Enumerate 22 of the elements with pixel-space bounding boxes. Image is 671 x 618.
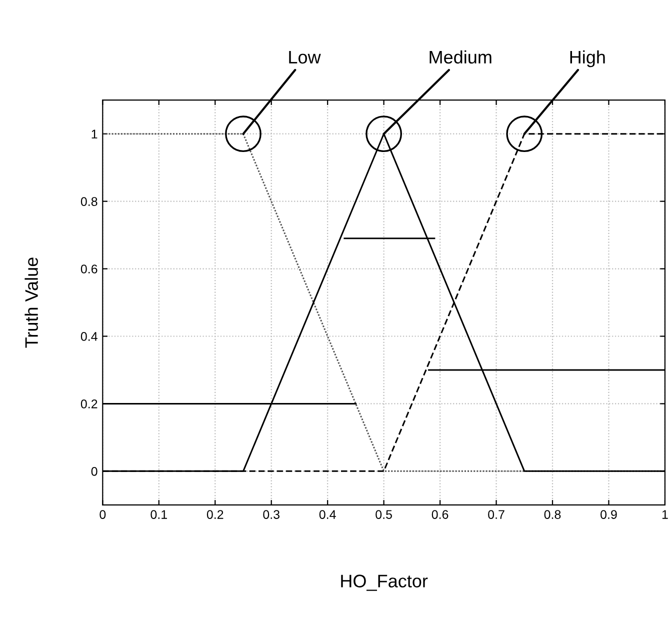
y-tick-label: 0.2	[80, 400, 98, 408]
x-tick-label: 0	[100, 510, 106, 519]
x-tick-label: 0.9	[600, 510, 617, 519]
y-tick-label: 1	[92, 130, 98, 138]
x-tick-label: 0.7	[488, 510, 504, 519]
y-tick-label: 0.8	[80, 197, 98, 206]
annotation: Medium	[430, 50, 492, 64]
x-tick-label: 0.6	[432, 510, 448, 519]
y-axis-title: Truth Value	[24, 258, 38, 348]
x-tick-label: 0.8	[544, 510, 561, 519]
x-tick-label: 0.3	[263, 510, 280, 519]
y-tick-label: 0.4	[80, 332, 98, 341]
y-tick-label: 0.6	[80, 264, 98, 274]
x-axis-title: HO_Factor	[341, 574, 428, 591]
annotation: Low	[289, 51, 321, 64]
y-tick-label: 0	[91, 466, 98, 476]
x-tick-label: 1	[662, 510, 668, 519]
x-tick-label: 0.1	[150, 510, 167, 519]
x-tick-label: 0.4	[319, 510, 336, 519]
annotation: High	[570, 50, 605, 68]
x-tick-label: 0.5	[376, 510, 392, 519]
x-tick-label: 0.2	[206, 510, 224, 519]
